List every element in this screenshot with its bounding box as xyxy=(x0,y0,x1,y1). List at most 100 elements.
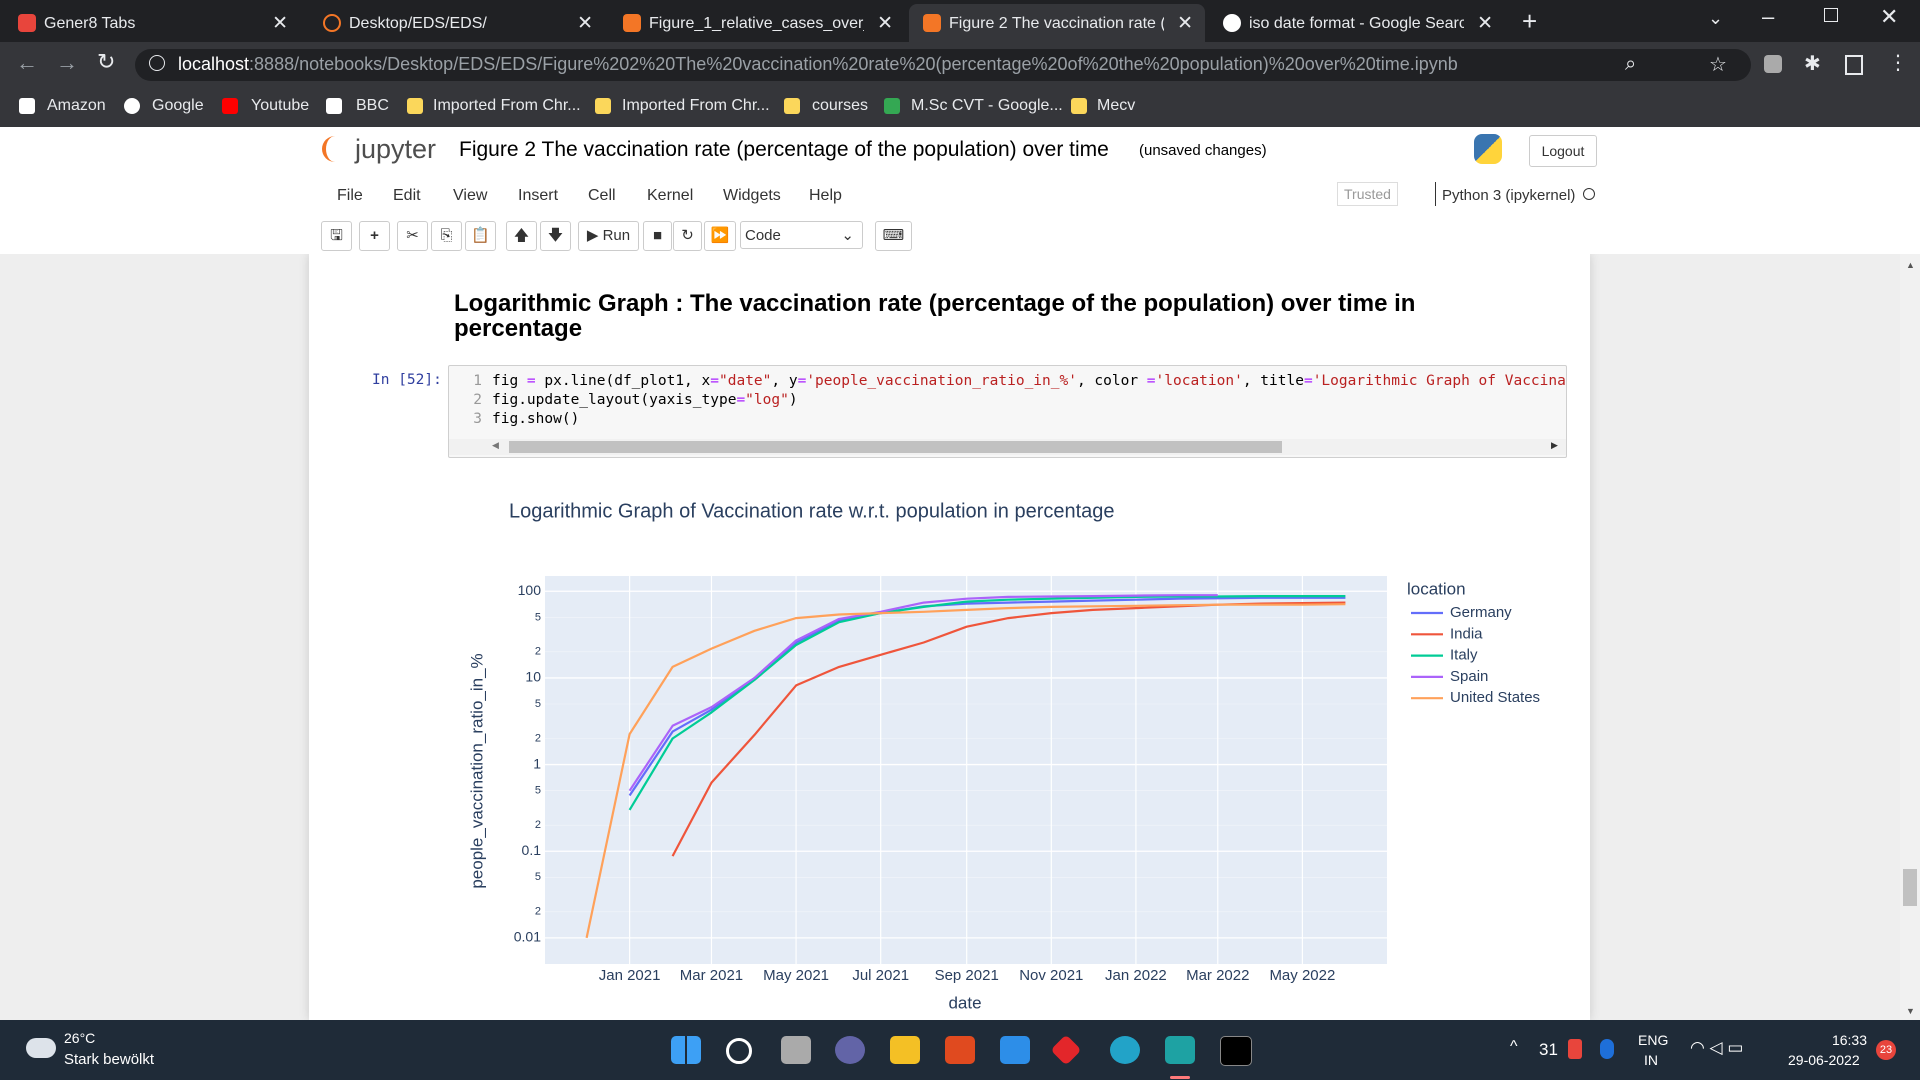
code-text: , y xyxy=(771,373,798,389)
language[interactable]: ENG xyxy=(1638,1032,1669,1048)
side-panel[interactable] xyxy=(1845,55,1863,75)
minimize[interactable]: – xyxy=(1762,4,1775,29)
extensions[interactable]: ✱ xyxy=(1804,53,1821,75)
tab[interactable]: Gener8 Tabs ✕ xyxy=(4,4,300,42)
menu-item[interactable]: Help xyxy=(809,187,842,204)
logout-button[interactable]: Logout xyxy=(1529,135,1597,167)
jupyter-logo[interactable]: jupyter xyxy=(355,134,437,164)
url-field[interactable]: localhost:8888/notebooks/Desktop/EDS/EDS… xyxy=(135,49,1751,81)
move-up-button[interactable]: 🡅 xyxy=(506,221,537,251)
scroll-up[interactable]: ▲ xyxy=(1906,260,1915,270)
h-scroll-thumb[interactable] xyxy=(509,441,1282,453)
menu-item[interactable]: Edit xyxy=(393,187,421,204)
terminal[interactable] xyxy=(1220,1036,1252,1066)
clock-date[interactable]: 29-06-2022 xyxy=(1788,1052,1860,1068)
y-tick-label: 5 xyxy=(535,698,541,710)
clock-time[interactable]: 16:33 xyxy=(1831,1032,1867,1048)
keyboard-button[interactable]: ⌨ xyxy=(875,221,912,251)
menu-item[interactable]: View xyxy=(453,187,488,204)
start-button[interactable] xyxy=(671,1036,701,1064)
mail-app[interactable] xyxy=(1000,1036,1030,1064)
cut-button[interactable]: ✂ xyxy=(397,221,428,251)
bookmark[interactable]: M.Sc CVT - Google... xyxy=(911,97,1063,114)
menu-item[interactable]: Insert xyxy=(518,187,559,204)
network-volume-battery[interactable]: ◠ ◁ ▭ xyxy=(1690,1038,1744,1057)
tab-active[interactable]: Figure 2 The vaccination rate (pe ✕ xyxy=(909,4,1205,42)
menu-item[interactable]: Widgets xyxy=(723,187,781,204)
insert-cell-button[interactable]: + xyxy=(359,221,390,251)
gener8-browser[interactable] xyxy=(1165,1036,1195,1064)
bookmark[interactable]: BBC xyxy=(356,97,389,114)
tab-search[interactable]: ⌄ xyxy=(1708,8,1724,28)
scroll-left[interactable]: ◀ xyxy=(492,440,499,450)
restart-button[interactable]: ↻ xyxy=(673,221,702,251)
office-app[interactable] xyxy=(945,1036,975,1064)
tab[interactable]: Figure_1_relative_cases_over_tim ✕ xyxy=(609,4,905,42)
chat-app[interactable] xyxy=(835,1036,865,1064)
bluetooth-icon[interactable] xyxy=(1600,1039,1614,1059)
scrollbar[interactable]: ▲ ▼ xyxy=(1900,254,1920,1020)
tray-count[interactable]: 31 xyxy=(1539,1040,1558,1059)
tab[interactable]: Desktop/EDS/EDS/ ✕ xyxy=(309,4,605,42)
bookmark[interactable]: courses xyxy=(812,97,869,114)
restart-run-button[interactable]: ⏩ xyxy=(704,221,736,251)
series-line xyxy=(628,595,1346,811)
tray-icon[interactable] xyxy=(1568,1039,1582,1059)
bookmark[interactable]: Youtube xyxy=(251,97,310,114)
new-tab[interactable]: + xyxy=(1522,6,1538,36)
close-window[interactable]: ✕ xyxy=(1880,4,1899,29)
bookmark[interactable]: Mecv xyxy=(1097,97,1136,114)
cell-type-select[interactable]: Code ⌄ xyxy=(740,221,863,249)
task-view[interactable] xyxy=(781,1036,811,1064)
region[interactable]: IN xyxy=(1644,1052,1658,1068)
edge-browser[interactable] xyxy=(1110,1036,1140,1064)
scroll-right[interactable]: ▶ xyxy=(1551,440,1558,450)
tab-close[interactable]: ✕ xyxy=(272,13,288,34)
scroll-down[interactable]: ▼ xyxy=(1906,1006,1915,1016)
tab-close[interactable]: ✕ xyxy=(1477,13,1493,34)
trusted-indicator[interactable]: Trusted xyxy=(1337,182,1398,206)
notification-badge[interactable]: 23 xyxy=(1876,1040,1896,1060)
search-button[interactable] xyxy=(726,1038,752,1064)
reload[interactable]: ↻ xyxy=(97,49,116,74)
bookmark[interactable]: Google xyxy=(152,97,204,114)
tray-expand[interactable]: ^ xyxy=(1510,1038,1518,1055)
restore[interactable] xyxy=(1824,8,1838,22)
back[interactable]: ← xyxy=(16,50,38,75)
y-tick-label: 0.01 xyxy=(514,929,541,945)
menu-item[interactable]: Cell xyxy=(588,187,616,204)
menu-item[interactable]: Kernel xyxy=(647,187,694,204)
bookmark[interactable]: Imported From Chr... xyxy=(622,97,770,114)
forward[interactable]: → xyxy=(56,50,78,75)
copy-button[interactable]: ⎘ xyxy=(431,221,462,251)
scroll-thumb[interactable] xyxy=(1903,869,1917,906)
extension[interactable] xyxy=(1764,55,1782,73)
bookmark-icon xyxy=(884,98,900,114)
save-button[interactable]: 🖫 xyxy=(321,221,352,251)
bookmark[interactable]: Imported From Chr... xyxy=(433,97,581,114)
bookmark[interactable]: Amazon xyxy=(47,97,106,114)
tab-close[interactable]: ✕ xyxy=(1177,13,1193,34)
info-icon[interactable] xyxy=(149,55,165,71)
code-cell[interactable]: 1 2 3 fig = px.line(df_plot1, x="date", … xyxy=(448,365,1567,458)
h-scrollbar[interactable]: ◀ ▶ xyxy=(449,439,1566,455)
weather-desc[interactable]: Stark bewölkt xyxy=(64,1051,155,1068)
file-explorer[interactable] xyxy=(890,1036,920,1064)
interrupt-button[interactable]: ■ xyxy=(643,221,672,251)
line-number: 3 xyxy=(473,411,482,427)
bookmark-star[interactable]: ☆ xyxy=(1709,54,1727,76)
tab-close[interactable]: ✕ xyxy=(577,13,593,34)
run-button[interactable]: ▶ Run xyxy=(578,221,639,251)
paste-button[interactable]: 📋 xyxy=(465,221,496,251)
code-text: , title xyxy=(1242,373,1304,389)
menu-item[interactable]: File xyxy=(337,187,363,204)
tab[interactable]: iso date format - Google Search ✕ xyxy=(1209,4,1505,42)
zoom-icon[interactable]: ⌕ xyxy=(1625,53,1637,75)
tab-close[interactable]: ✕ xyxy=(877,13,893,34)
move-down-button[interactable]: 🡇 xyxy=(540,221,571,251)
app-icon[interactable] xyxy=(1050,1034,1082,1066)
weather-temp[interactable]: 26°C xyxy=(64,1030,96,1046)
menu[interactable]: ⋮ xyxy=(1888,52,1908,74)
notebook-title[interactable]: Figure 2 The vaccination rate (percentag… xyxy=(459,138,1109,161)
weather-icon xyxy=(26,1038,56,1058)
